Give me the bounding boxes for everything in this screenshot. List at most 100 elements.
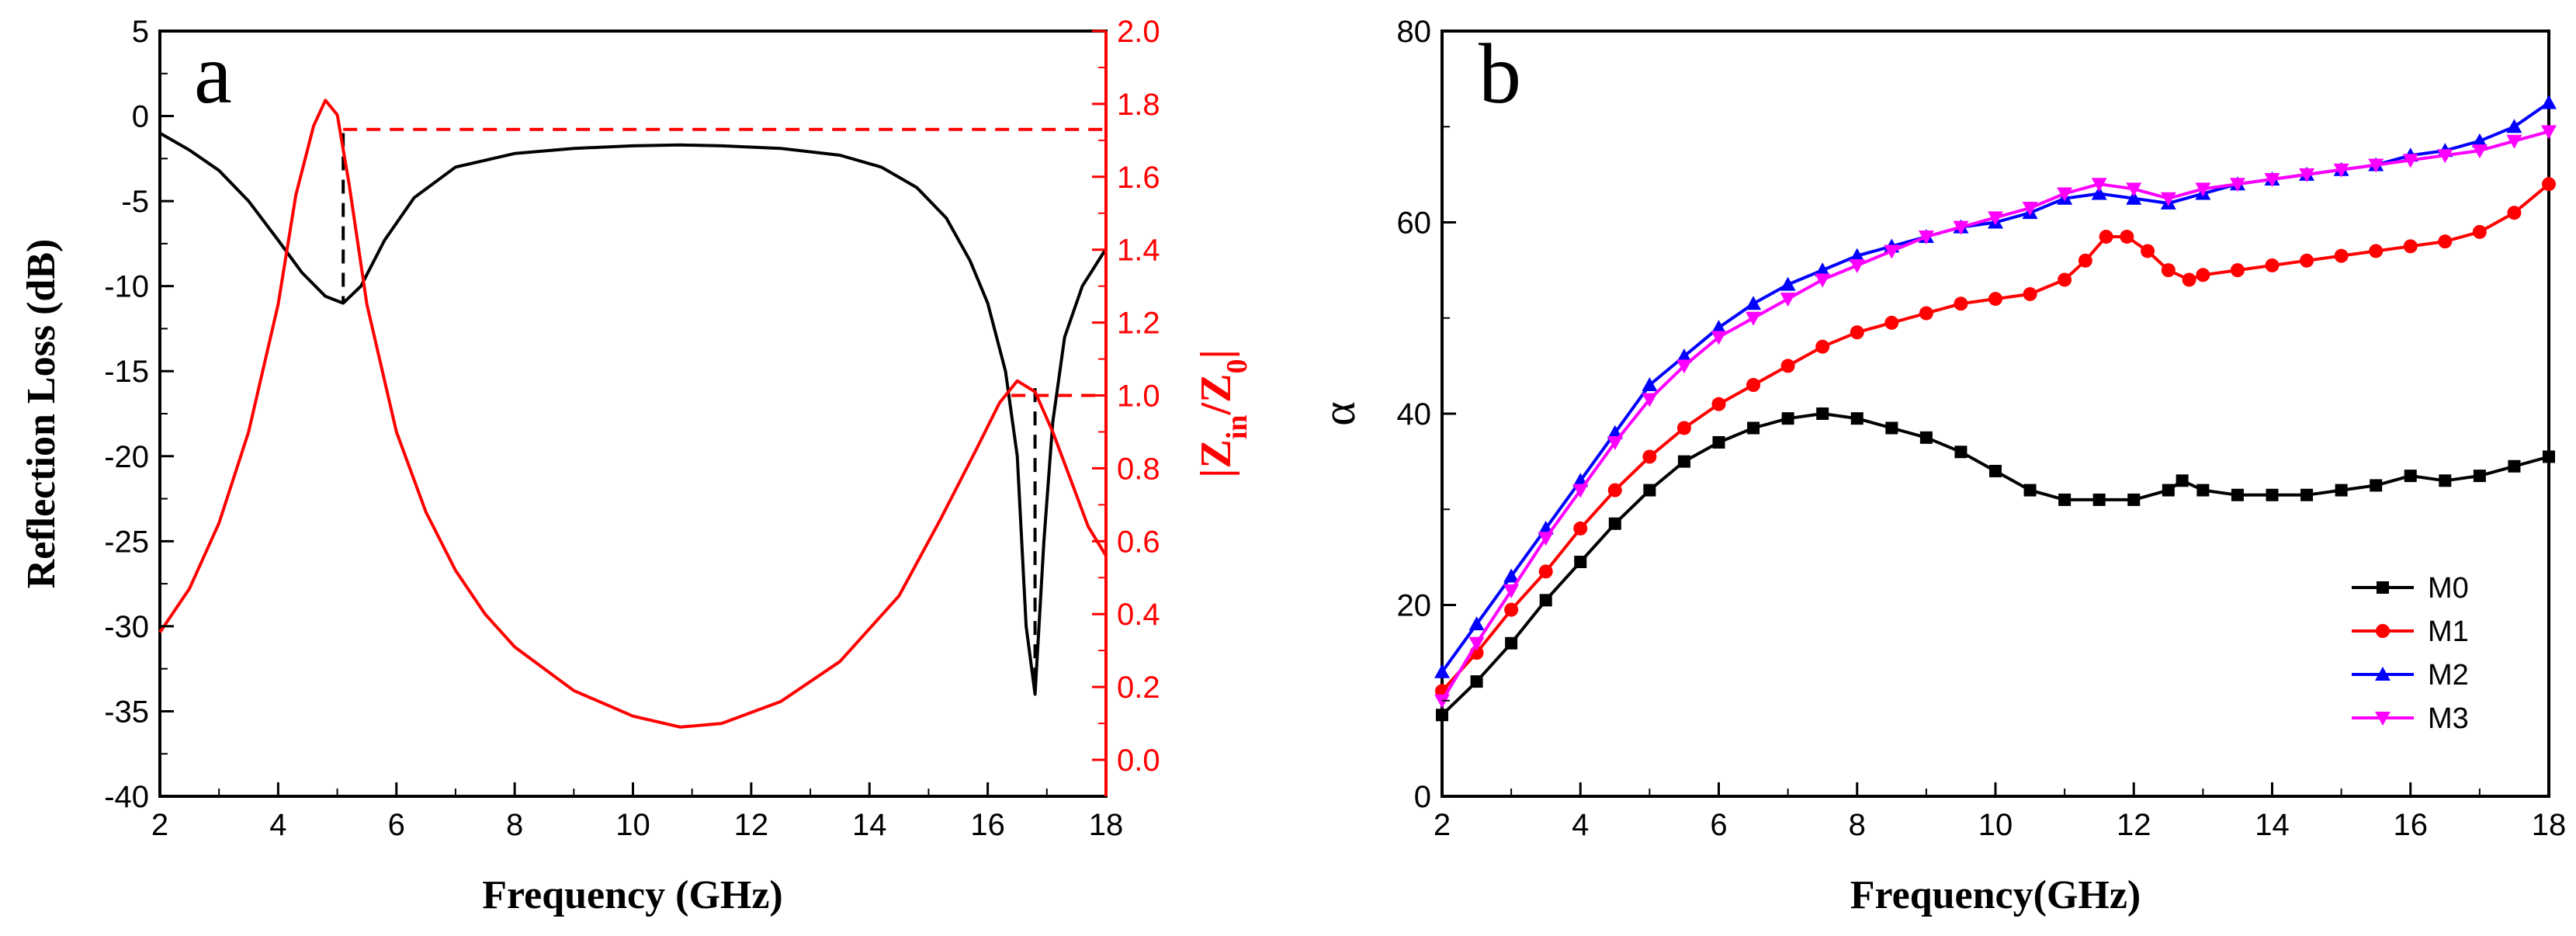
data-point-M0 [1747, 421, 1760, 435]
legend-label-M1: M1 [2428, 615, 2469, 648]
legend-label-M2: M2 [2428, 659, 2469, 692]
data-point-M1 [1954, 296, 1968, 311]
data-point-M3 [1572, 484, 1589, 498]
panel-b-x-tick-label: 16 [2394, 808, 2429, 842]
panel-b-x-tick-label: 14 [2255, 808, 2290, 842]
panel-a-y-tick-label: -35 [104, 695, 149, 729]
data-point-M1 [1504, 602, 1519, 617]
data-point-M1 [1884, 315, 1899, 330]
data-point-M1 [1538, 564, 1553, 579]
panel-a-y-tick-label: -40 [104, 780, 149, 814]
y2-title-part-3: /Z [1192, 374, 1240, 416]
data-point-M3 [1607, 435, 1623, 450]
panel-a-y2-tick-label: 1.0 [1117, 380, 1160, 414]
data-point-M3 [1884, 244, 1900, 259]
data-point-M0 [2300, 488, 2314, 501]
data-point-M2 [1468, 616, 1485, 631]
panel-a-y2-tick-label: 2.0 [1117, 15, 1160, 49]
data-point-M1 [2141, 244, 2155, 258]
data-point-M2 [1503, 568, 1520, 583]
data-point-M1 [2403, 239, 2418, 254]
data-point-M3 [2091, 178, 2107, 192]
data-point-M2 [2126, 190, 2142, 205]
legend-marker-M3 [2375, 712, 2391, 726]
data-point-M3 [1746, 311, 1762, 326]
series-M3 [1434, 125, 2557, 709]
data-point-M1 [1642, 449, 1657, 464]
panel-b-y-tick-label: 80 [1397, 15, 1432, 49]
panel-a-x-tick-label: 16 [970, 808, 1005, 842]
data-point-M1 [2542, 177, 2556, 192]
data-point-M3 [2368, 158, 2384, 173]
data-point-M3 [1988, 211, 2003, 226]
panel-b-content [1434, 95, 2557, 722]
data-point-M2 [1849, 248, 1865, 262]
y2-title-part-2: in [1221, 414, 1253, 439]
legend-marker-M0 [2377, 581, 2389, 594]
data-point-M0 [1470, 675, 1483, 688]
reflection-loss-line [159, 131, 1108, 696]
data-point-M2 [1676, 348, 1692, 363]
legend-label-M0: M0 [2428, 572, 2469, 605]
legend-item-M2: M2 [2352, 659, 2469, 692]
data-point-M1 [1815, 339, 1830, 354]
panel-b-x-tick-label: 8 [1849, 808, 1866, 842]
panel-b-x-tick-label: 4 [1572, 808, 1589, 842]
data-point-M0 [1781, 412, 1794, 425]
panel-a-y2-tick-label: 1.6 [1117, 161, 1160, 195]
y2-title-part-4: 0 [1221, 359, 1253, 374]
data-point-M1 [2099, 229, 2113, 244]
data-point-M0 [1574, 556, 1587, 569]
data-point-M1 [1711, 397, 1726, 411]
data-point-M3 [1918, 230, 1934, 244]
panel-b-x-tick-label: 6 [1710, 808, 1727, 842]
panel-a-y-tick-label: 5 [132, 15, 149, 49]
panel-b-x-tick-label: 18 [2532, 808, 2567, 842]
panel-a-y-tick-label: -15 [104, 355, 149, 389]
data-point-M3 [1538, 532, 1554, 546]
data-point-M0 [2370, 479, 2383, 492]
y2-title-part-5: | [1192, 349, 1240, 359]
panel-a-y2-tick-label: 0.8 [1117, 452, 1160, 486]
data-point-M1 [2369, 244, 2384, 258]
data-point-M0 [1919, 431, 1933, 444]
panel-a-y-tick-label: -10 [104, 270, 149, 304]
panel-b-plot-frame [1441, 29, 2550, 798]
panel-b-y-tick-label: 60 [1397, 206, 1432, 241]
data-point-M2 [2091, 185, 2107, 200]
data-point-M3 [2299, 168, 2315, 182]
data-point-M1 [2023, 286, 2037, 301]
data-point-M3 [1711, 331, 1727, 345]
panel-a-y2-tick-label: 0.0 [1117, 744, 1160, 778]
data-point-M0 [2404, 470, 2417, 483]
series-M1 [1435, 177, 2556, 699]
panel-b-x-axis-title: Frequency(GHz) [1850, 873, 2141, 917]
panel-a-y2-tick-label: 1.4 [1117, 234, 1160, 268]
legend-item-M0: M0 [2352, 572, 2469, 605]
panel-b-x-tick-label: 2 [1434, 808, 1451, 842]
data-point-M1 [2196, 268, 2210, 283]
panel-b: 2 4 6 8 10 12 14 16 18 0 20 40 60 80 b Frequency(GHz)… [1313, 15, 2566, 917]
data-point-M2 [1815, 262, 1831, 277]
data-point-M0 [1643, 484, 1656, 497]
legend-marker-M2 [2375, 667, 2391, 681]
data-point-M0 [2473, 470, 2486, 483]
data-point-M2 [1642, 377, 1658, 392]
panel-b-y-tick-label: 40 [1397, 397, 1432, 432]
panel-a-x-tick-label: 12 [734, 808, 769, 842]
data-point-M3 [2195, 182, 2211, 197]
panel-a-letter: a [194, 26, 232, 121]
data-point-M3 [2264, 173, 2280, 188]
data-point-M3 [1642, 393, 1658, 407]
data-point-M3 [2437, 149, 2453, 164]
data-point-M1 [1988, 292, 2002, 307]
impedance-ratio-line [158, 99, 1108, 729]
data-point-M0 [2127, 493, 2141, 506]
data-point-M1 [1573, 521, 1588, 536]
data-point-M3 [2057, 187, 2073, 202]
data-point-M0 [2543, 450, 2555, 463]
data-point-M3 [1503, 584, 1520, 599]
panel-a-y2-tick-label: 0.6 [1117, 525, 1160, 559]
data-point-M1 [1607, 483, 1622, 497]
data-point-M2 [1434, 664, 1450, 678]
